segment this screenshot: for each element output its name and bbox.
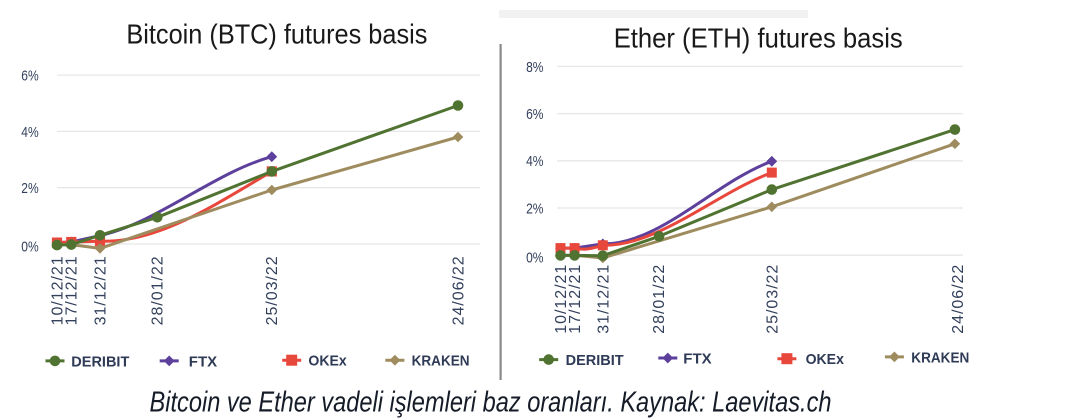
- svg-text:31/12/21: 31/12/21: [92, 256, 109, 325]
- svg-text:Bitcoin (BTC) futures basis: Bitcoin (BTC) futures basis: [126, 18, 427, 49]
- svg-text:KRAKEN: KRAKEN: [412, 353, 470, 370]
- svg-text:8%: 8%: [526, 59, 543, 76]
- svg-text:2%: 2%: [526, 200, 543, 217]
- svg-text:0%: 0%: [526, 250, 543, 267]
- svg-text:0%: 0%: [21, 238, 38, 255]
- svg-text:17/12/21: 17/12/21: [567, 265, 584, 334]
- svg-text:KRAKEN: KRAKEN: [911, 349, 969, 366]
- svg-text:17/12/21: 17/12/21: [64, 256, 81, 325]
- svg-text:24/06/22: 24/06/22: [950, 265, 967, 334]
- svg-text:6%: 6%: [21, 68, 38, 85]
- svg-text:28/01/22: 28/01/22: [150, 256, 167, 325]
- svg-text:4%: 4%: [526, 153, 543, 170]
- svg-text:31/12/21: 31/12/21: [596, 265, 613, 334]
- svg-text:OKEx: OKEx: [308, 353, 347, 370]
- svg-text:25/03/22: 25/03/22: [264, 256, 281, 325]
- svg-text:28/01/22: 28/01/22: [651, 265, 668, 334]
- svg-text:OKEx: OKEx: [806, 351, 845, 368]
- svg-text:DERIBIT: DERIBIT: [566, 352, 624, 369]
- svg-text:Ether (ETH) futures basis: Ether (ETH) futures basis: [614, 23, 903, 54]
- svg-text:6%: 6%: [526, 106, 543, 123]
- svg-text:10/12/21: 10/12/21: [49, 256, 66, 325]
- svg-text:10/12/21: 10/12/21: [553, 265, 570, 334]
- svg-text:4%: 4%: [21, 124, 38, 141]
- svg-text:25/03/22: 25/03/22: [764, 265, 781, 334]
- svg-text:FTX: FTX: [189, 353, 217, 370]
- svg-text:24/06/22: 24/06/22: [450, 256, 467, 325]
- svg-text:2%: 2%: [21, 180, 38, 197]
- svg-text:FTX: FTX: [683, 350, 711, 367]
- svg-text:DERIBIT: DERIBIT: [71, 353, 129, 370]
- svg-text:Bitcoin ve Ether vadeli işleml: Bitcoin ve Ether vadeli işlemleri baz or…: [150, 386, 832, 418]
